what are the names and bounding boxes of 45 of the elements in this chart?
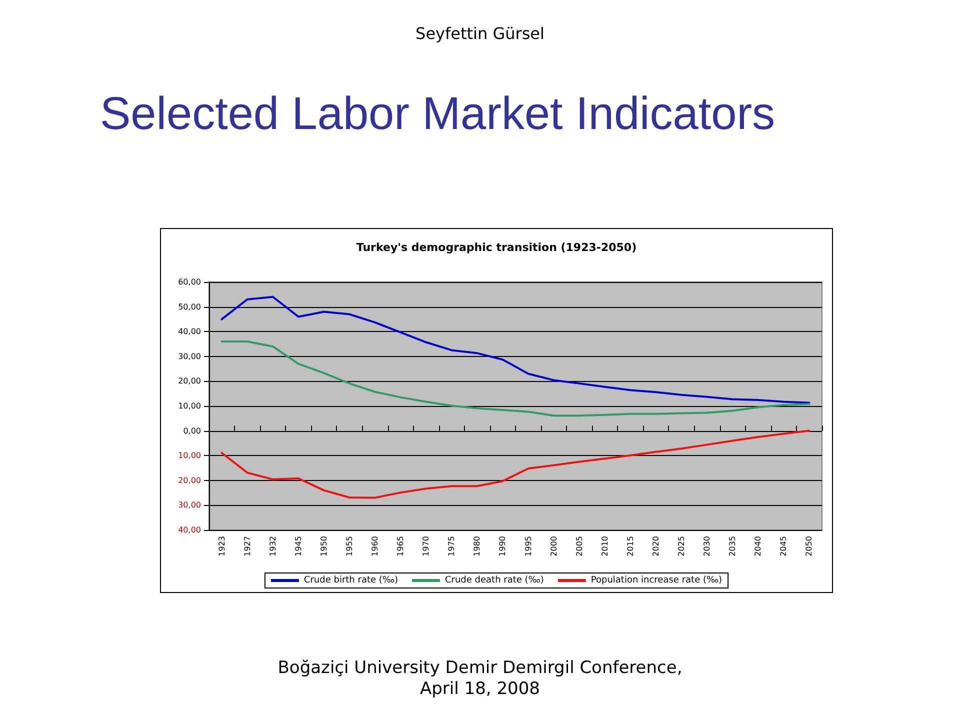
x-tick-label: 1965 <box>396 536 406 556</box>
y-tick-label: 40,00 <box>178 327 201 336</box>
y-tick-label: 20,00 <box>178 476 201 485</box>
x-tick-label: 1932 <box>268 536 278 556</box>
line-series <box>220 340 810 417</box>
y-tick-label: 30,00 <box>178 500 201 510</box>
y-tick-label: 10,00 <box>178 402 201 410</box>
x-tick-label: 1950 <box>319 536 328 556</box>
x-tick-label: 2000 <box>549 536 558 556</box>
y-tick-label: 50,00 <box>178 302 201 312</box>
x-tick-label: 2040 <box>754 536 763 556</box>
x-tick-label: 1970 <box>422 536 431 556</box>
x-tick-label: 1945 <box>294 536 303 556</box>
line-series <box>220 296 810 404</box>
x-tick-label: 1980 <box>472 536 482 556</box>
x-tick-label: 2005 <box>574 536 584 556</box>
x-tick-label: 2015 <box>626 536 635 556</box>
y-tick-label: 0,00 <box>183 426 201 436</box>
x-tick-label: 1923 <box>217 536 226 556</box>
y-tick-label: 60,00 <box>178 278 201 286</box>
x-tick-label: 2045 <box>779 536 788 556</box>
x-tick-label: 2030 <box>702 536 712 556</box>
x-tick-label: 1927 <box>242 536 252 556</box>
x-tick-label: 1955 <box>344 536 354 556</box>
x-tick-label: 1960 <box>370 536 380 556</box>
legend-label: Population increase rate (‰) <box>590 576 722 586</box>
x-tick-label: 1995 <box>524 536 533 556</box>
text: Selected Labor Market Indicators <box>100 86 776 140</box>
text: Seyfettin Gürsel <box>414 24 546 43</box>
text: Boğaziçi University Demir Demirgil Conference, April 18, 2008 <box>276 658 684 700</box>
x-tick-label: 2050 <box>804 536 814 556</box>
x-tick-label: 2020 <box>651 536 660 556</box>
y-tick-label: 30,00 <box>178 352 201 361</box>
x-tick-label: 2010 <box>600 536 610 556</box>
chart-title: Turkey's demographic transition (1923-2050) <box>356 241 637 254</box>
x-tick-label: 2035 <box>728 536 738 556</box>
x-tick-label: 2025 <box>677 536 686 556</box>
legend-label: Crude death rate (‰) <box>444 576 544 586</box>
x-tick-label: 1990 <box>498 536 508 556</box>
y-tick-label: 20,00 <box>178 376 201 386</box>
line-series <box>220 430 810 499</box>
legend-label: Crude birth rate (‰) <box>304 576 398 586</box>
y-tick-label: 10,00 <box>178 451 201 460</box>
x-tick-label: 1975 <box>447 536 456 556</box>
y-tick-label: 40,00 <box>178 526 201 534</box>
